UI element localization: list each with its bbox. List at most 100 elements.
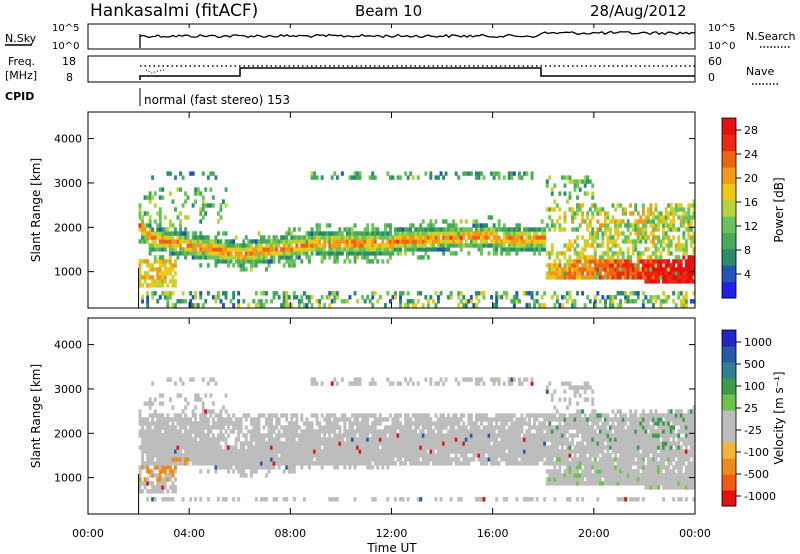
power-cell <box>262 303 266 308</box>
velocity-cell <box>472 421 476 426</box>
velocity-cell <box>151 481 155 486</box>
power-cell <box>477 235 481 240</box>
velocity-cell <box>254 469 258 474</box>
velocity-cell <box>358 461 362 466</box>
velocity-cell <box>151 449 155 454</box>
velocity-cell <box>457 425 461 430</box>
power-cell <box>593 295 597 300</box>
power-cell <box>151 267 155 272</box>
velocity-cell <box>533 461 536 466</box>
colorbar-tick-label: 24 <box>744 148 758 161</box>
power-cell <box>335 251 339 256</box>
velocity-cell <box>406 421 410 426</box>
velocity-cell <box>168 445 172 450</box>
velocity-cell <box>287 445 291 450</box>
velocity-cell <box>366 449 370 454</box>
power-cell <box>222 255 225 260</box>
velocity-cell <box>257 417 261 422</box>
power-cell <box>687 223 691 228</box>
power-cell <box>518 231 521 236</box>
velocity-cell <box>272 453 276 458</box>
velocity-cell <box>206 453 210 458</box>
velocity-cell <box>596 497 600 502</box>
power-cell <box>366 223 370 228</box>
power-cell <box>611 251 615 256</box>
velocity-cell <box>222 433 225 438</box>
velocity-cell <box>561 437 564 442</box>
velocity-cell <box>168 453 172 458</box>
power-cell <box>310 251 314 256</box>
power-cell <box>146 235 150 240</box>
power-cell <box>138 283 142 288</box>
velocity-cell <box>485 445 488 450</box>
velocity-cell <box>305 417 309 422</box>
velocity-cell <box>540 433 544 438</box>
velocity-cell <box>275 449 279 454</box>
velocity-cell <box>171 433 175 438</box>
velocity-cell <box>320 441 324 446</box>
power-cell <box>148 243 152 248</box>
velocity-cell <box>361 449 364 454</box>
power-cell <box>593 271 597 276</box>
velocity-cell <box>171 445 175 450</box>
velocity-cell <box>482 449 486 454</box>
velocity-cell <box>401 449 405 454</box>
velocity-cell <box>406 433 410 438</box>
power-cell <box>239 267 243 272</box>
velocity-cell <box>404 425 407 430</box>
power-cell <box>611 255 615 260</box>
power-cell <box>232 239 236 244</box>
velocity-cell <box>168 465 172 470</box>
power-cell <box>631 239 635 244</box>
velocity-cell <box>409 445 413 450</box>
power-cell <box>523 247 526 252</box>
velocity-cell <box>591 473 595 478</box>
power-cell <box>434 219 438 224</box>
power-cell <box>525 171 529 176</box>
velocity-cell <box>386 449 390 454</box>
velocity-cell <box>265 457 268 462</box>
power-cell <box>209 251 213 256</box>
velocity-cell <box>146 481 150 486</box>
power-cell <box>619 259 622 264</box>
velocity-cell <box>444 377 448 382</box>
velocity-cell <box>467 441 471 446</box>
velocity-cell <box>224 453 228 458</box>
power-cell <box>464 171 468 176</box>
velocity-cell <box>166 377 170 382</box>
power-cell <box>389 251 392 256</box>
velocity-cell <box>545 449 549 454</box>
velocity-cell <box>201 413 205 418</box>
velocity-cell <box>211 409 215 414</box>
power-cell <box>548 275 552 280</box>
power-cell <box>252 255 256 260</box>
power-cell <box>191 295 195 300</box>
velocity-cell <box>495 433 499 438</box>
velocity-cell <box>371 441 375 446</box>
power-cell <box>285 299 289 304</box>
power-cell <box>366 231 370 236</box>
velocity-cell <box>394 497 397 502</box>
velocity-cell <box>576 477 579 482</box>
velocity-cell <box>272 461 276 466</box>
velocity-cell <box>282 433 286 438</box>
velocity-cell <box>191 445 195 450</box>
velocity-cell <box>548 433 552 438</box>
power-cell <box>475 235 478 240</box>
power-cell <box>485 243 488 248</box>
velocity-cell <box>244 465 248 470</box>
power-cell <box>426 235 430 240</box>
power-cell <box>626 247 630 252</box>
velocity-cell <box>323 461 327 466</box>
power-cell <box>614 267 617 272</box>
power-cell <box>639 231 643 236</box>
velocity-cell <box>174 413 177 418</box>
velocity-cell <box>411 413 415 418</box>
power-cell <box>399 235 402 240</box>
velocity-cell <box>320 437 324 442</box>
velocity-cell <box>409 433 413 438</box>
velocity-cell <box>424 453 428 458</box>
power-cell <box>667 259 671 264</box>
power-cell <box>684 291 688 296</box>
velocity-cell <box>502 381 506 386</box>
